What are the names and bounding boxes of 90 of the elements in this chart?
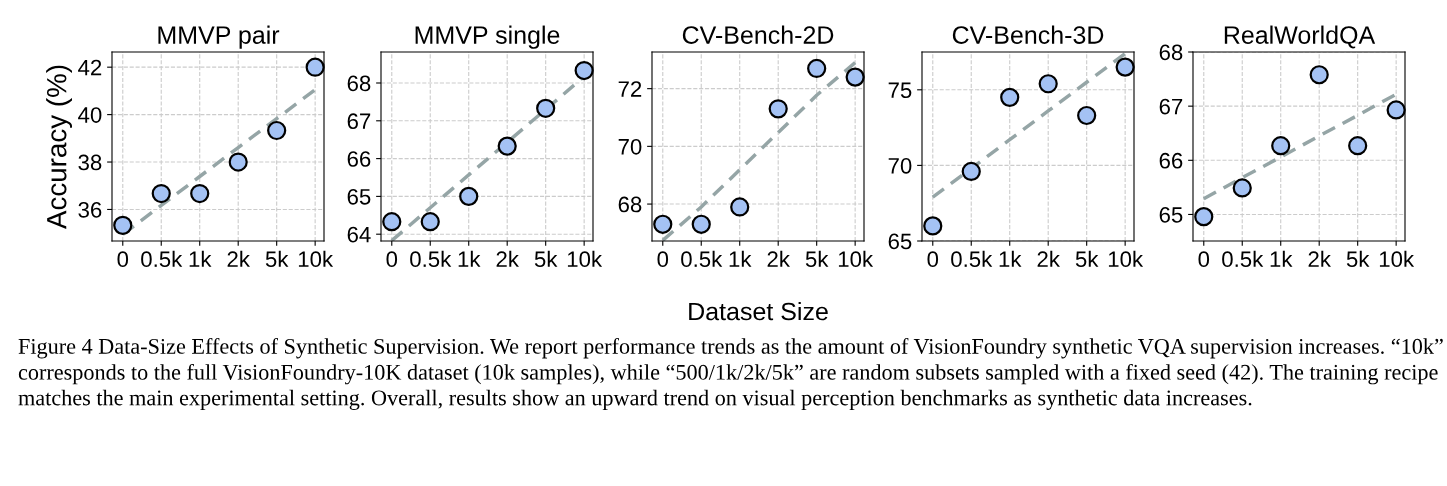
point (653, 214, 673, 234)
point (228, 152, 248, 172)
x-tick-label: 0 (117, 251, 129, 268)
x-tick-label: 0.5k (951, 250, 993, 268)
x-tick-label: 10k (1108, 250, 1144, 268)
y-tick-label: 75 (888, 82, 912, 99)
x-tick-label: 10k (1379, 250, 1415, 268)
x-tick-label: 1k (458, 250, 481, 267)
x-tick-label: 1k (729, 250, 752, 267)
chart-title: CV-Bench-2D (682, 25, 834, 44)
y-tick-label: 72 (618, 81, 642, 97)
point (536, 98, 556, 118)
x-tick-label: 2k (1037, 250, 1060, 267)
y-axis-title: Accuracy (%) (46, 65, 73, 230)
x-tick-label: 1k (189, 250, 212, 267)
point (1386, 100, 1406, 120)
point (1271, 136, 1291, 156)
y-tick-label: 65 (347, 188, 371, 205)
x-tick-label: 10k (298, 250, 334, 268)
y-tick-label: 67 (347, 113, 371, 130)
point (267, 120, 287, 141)
point (151, 183, 171, 204)
x-tick-label: 2k (227, 250, 250, 267)
y-tick-label: 66 (347, 151, 371, 167)
x-tick-label: 0.5k (1222, 250, 1264, 268)
point (1077, 105, 1097, 126)
x-tick-label: 0 (1198, 251, 1210, 268)
x-tick-label: 10k (567, 250, 603, 268)
x-tick-label: 2k (767, 250, 790, 267)
point (305, 57, 325, 77)
y-tick-label: 70 (888, 157, 912, 174)
x-tick-label: 0.5k (681, 250, 723, 268)
y-tick-label: 38 (78, 154, 102, 171)
x-tick-label: 0 (657, 251, 669, 268)
point (574, 60, 594, 81)
point (113, 215, 133, 235)
point (730, 197, 750, 217)
point (768, 99, 788, 119)
chart-title: MMVP single (415, 25, 560, 49)
x-tick-label: 0 (386, 251, 398, 268)
y-tick-label: 42 (78, 59, 102, 76)
y-tick-label: 68 (1159, 44, 1183, 61)
point (1115, 57, 1135, 77)
x-tick-label: 10k (838, 250, 874, 268)
y-tick-label: 64 (347, 226, 371, 243)
x-tick-label: 2k (496, 250, 519, 267)
x-tick-label: 2k (1308, 250, 1331, 267)
point (1232, 178, 1252, 198)
chart-title: RealWorldQA (1224, 25, 1376, 49)
y-tick-label: 65 (1159, 207, 1183, 223)
point (1000, 87, 1020, 107)
y-tick-label: 68 (618, 196, 642, 213)
chart-title: MMVP pair (158, 25, 280, 49)
x-tick-label: 5k (534, 250, 558, 268)
x-tick-label: 5k (1346, 250, 1370, 268)
x-tick-label: 5k (265, 250, 289, 268)
x-tick-label: 0.5k (410, 250, 452, 268)
y-tick-label: 67 (1159, 98, 1183, 115)
x-tick-label: 5k (805, 250, 829, 268)
y-tick-label: 66 (1159, 152, 1183, 169)
x-tick-label: 1k (999, 250, 1022, 267)
line-series (661, 60, 857, 241)
point (420, 212, 440, 232)
point (1194, 207, 1214, 227)
chart-title: CV-Bench-3D (952, 25, 1104, 44)
point (190, 183, 210, 204)
x-tick-label: 0.5k (141, 250, 183, 268)
point (845, 67, 865, 87)
point (1038, 74, 1058, 94)
x-tick-label: 5k (1075, 250, 1099, 268)
x-axis-title: Dataset Size (689, 301, 828, 321)
point (497, 136, 517, 156)
point (961, 161, 981, 182)
y-tick-label: 65 (888, 233, 912, 250)
caption: Figure 4 Data-Size Effects of Synthetic Supervision. We report performance trends as the amount of VisionFoundry synthetic VQA supervision increases. “10k” corresponds to the full VisionFoundry-10K dataset (10k samples), while “500/1k/2k/5k” are random subsets sampled with a fixed seed (42). The training recipe matches the main experimental setting. Overall, results show an upward trend on visual perception benchmarks as synthetic data increases. (18, 338, 1443, 410)
x-tick-label: 1k (1270, 250, 1293, 267)
y-tick-label: 70 (618, 138, 642, 155)
point (1348, 136, 1368, 156)
y-tick-label: 68 (347, 75, 371, 92)
point (1309, 65, 1329, 85)
x-tick-label: 0 (927, 251, 939, 268)
point (807, 58, 827, 79)
line-series (931, 52, 1127, 199)
y-tick-label: 36 (78, 202, 102, 218)
point (691, 214, 711, 234)
point (923, 216, 943, 236)
y-tick-label: 40 (78, 107, 102, 123)
line-series (1202, 92, 1398, 201)
point (459, 186, 479, 207)
point (382, 212, 402, 232)
